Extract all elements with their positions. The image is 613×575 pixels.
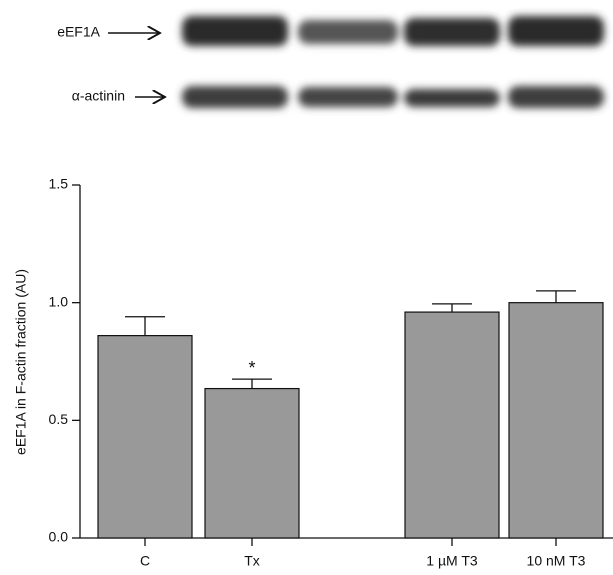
y-axis-label: eEF1A in F-actin fraction (AU) [13,269,29,455]
error-bar [125,317,165,336]
x-tick-label: Tx [244,553,260,569]
blot-bands [182,16,604,108]
y-tick-label: 1.5 [49,176,69,192]
error-bar [232,379,272,388]
y-tick-label: 1.0 [49,293,69,309]
bar [405,312,499,538]
error-bar [432,304,472,312]
blot-row-label: eEF1A [57,24,100,40]
page: {"blot": {"rows": [{"label": "eEF1A"}, {… [0,0,613,575]
error-bar [536,291,576,303]
blot-row-label: α-actinin [72,88,125,104]
x-tick-label: C [140,553,150,569]
figure: eEF1A α-actinin eEF1A in F-actin fractio… [0,0,613,575]
y-tick-label: 0.0 [49,529,69,545]
annotation: * [248,358,255,378]
x-tick-label: 10 nM T3 [527,553,586,569]
bar [98,336,192,538]
bar [205,389,299,538]
x-tick-label: 1 µM T3 [426,553,478,569]
bar [509,303,603,538]
western-blot: eEF1A α-actinin [57,16,604,108]
y-tick-label: 0.5 [49,411,69,427]
